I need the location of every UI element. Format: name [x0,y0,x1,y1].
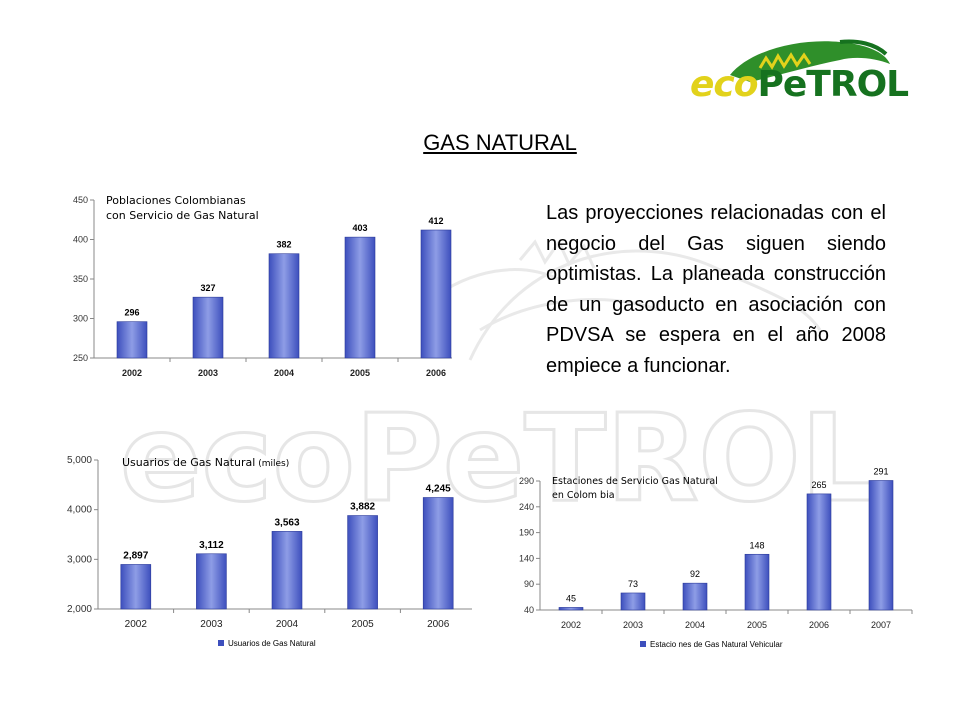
x-tick-label: 2003 [623,620,643,630]
y-tick-label: 250 [73,353,88,363]
y-tick-label: 3,000 [67,554,92,565]
chart-title: Estaciones de Servicio Gas Natural [552,476,718,487]
legend-swatch [640,641,646,647]
data-label: 403 [352,223,367,233]
x-tick-label: 2006 [809,620,829,630]
bar [868,480,894,611]
bar [682,582,708,611]
y-tick-label: 190 [519,528,534,538]
data-label: 382 [276,240,291,250]
bar [344,236,376,359]
x-tick-label: 2005 [351,619,374,630]
data-label: 296 [124,308,139,318]
chart-estaciones: 40 90 140 190 240 290 45 2002 73 2003 92 2004 148 200… [519,466,913,649]
y-tick-label: 40 [524,605,534,615]
bar [744,553,770,611]
y-tick-label: 240 [519,502,534,512]
x-tick-label: 2006 [427,619,450,630]
ecopetrol-logo: ecoPeTROL [690,30,909,105]
y-tick-label: 300 [73,314,88,324]
x-tick-label: 2004 [685,620,705,630]
bar [620,592,646,611]
logo-petrol-text: PeTROL [757,64,910,105]
data-label: 265 [811,480,826,490]
x-tick-label: 2002 [561,620,581,630]
x-tick-label: 2004 [274,368,294,378]
svg-text:ecoPeTROL: ecoPeTROL [120,390,877,529]
bar [806,493,832,611]
bar [192,296,224,359]
x-tick-label: 2006 [426,368,446,378]
iguana-icon [730,39,890,82]
bar [558,607,584,611]
chart-poblaciones: 250 300 350 400 450 296 2002 327 2003 382 2004 403 2… [73,194,452,378]
data-label: 291 [873,466,888,476]
legend-swatch [218,640,224,646]
x-tick-label: 2004 [276,619,299,630]
bar [422,497,454,610]
data-label: 3,112 [199,540,224,551]
chart-title: Usuarios de Gas Natural (miles) [122,456,289,469]
bar [196,553,227,610]
x-tick-label: 2003 [200,619,223,630]
bar [420,229,452,359]
y-tick-label: 450 [73,195,88,205]
data-label: 92 [690,569,700,579]
y-tick-label: 90 [524,579,534,589]
y-tick-label: 5,000 [67,455,92,466]
page-title: GAS NATURAL [423,130,577,155]
data-label: 327 [200,283,215,293]
y-tick-label: 290 [519,476,534,486]
y-tick-label: 140 [519,553,534,563]
data-label: 148 [749,540,764,550]
bar [116,321,148,359]
y-tick-label: 4,000 [67,505,92,516]
data-label: 3,563 [274,517,299,528]
x-tick-label: 2005 [747,620,767,630]
chart-usuarios: 2,000 3,000 4,000 5,000 2,897 2002 3,112 2003 3,… [67,455,472,648]
description-paragraph: Las proyecciones relacionadas con el neg… [546,202,886,377]
y-tick-label: 400 [73,235,88,245]
bar [120,564,152,610]
y-tick-label: 2,000 [67,604,92,615]
data-label: 4,245 [426,483,451,494]
chart-title: en Colom bia [552,490,615,501]
legend-label: Usuarios de Gas Natural [228,639,316,648]
legend-label: Estacio nes de Gas Natural Vehicular [650,640,783,649]
bar [268,253,300,359]
chart-title: con Servicio de Gas Natural [106,209,259,222]
data-label: 73 [628,579,638,589]
x-tick-label: 2005 [350,368,370,378]
chart-title-unit: (miles) [255,459,289,469]
data-label: 45 [566,593,576,603]
bar [347,515,378,610]
data-label: 412 [428,216,443,226]
bar [271,531,303,610]
y-tick-label: 350 [73,274,88,284]
x-tick-label: 2002 [122,368,142,378]
x-tick-label: 2003 [198,368,218,378]
data-label: 2,897 [123,550,148,561]
data-label: 3,882 [350,502,375,513]
chart-title: Poblaciones Colombianas [106,194,246,207]
x-tick-label: 2002 [125,619,148,630]
logo-eco-text: eco [690,64,758,105]
x-tick-label: 2007 [871,620,891,630]
